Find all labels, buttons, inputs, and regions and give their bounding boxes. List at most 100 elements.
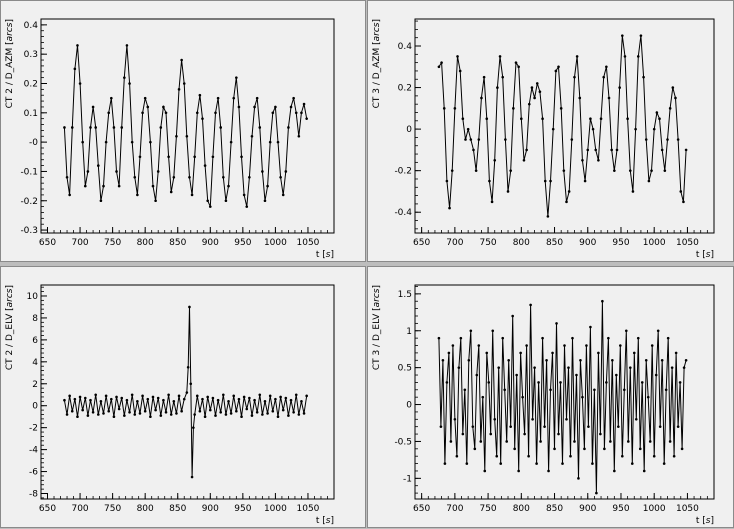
data-point bbox=[583, 179, 587, 183]
data-point bbox=[660, 358, 664, 362]
data-point bbox=[102, 184, 105, 188]
data-point bbox=[266, 184, 269, 188]
data-point bbox=[603, 447, 606, 451]
y-tick-label: -1 bbox=[403, 474, 412, 484]
y-axis-unit: arcs bbox=[5, 288, 15, 307]
data-point bbox=[76, 44, 79, 47]
x-axis-title: t [s] bbox=[696, 250, 714, 260]
data-point bbox=[578, 96, 582, 100]
data-point bbox=[104, 140, 108, 144]
data-point bbox=[461, 117, 465, 121]
data-point bbox=[177, 88, 181, 91]
x-tick-label: 800 bbox=[513, 504, 530, 514]
chart-3: 650 700 750 800 850 900 950 1000 1050 -8 -6 -4 -2 0 2 4… bbox=[5, 284, 335, 526]
data-point bbox=[172, 400, 176, 403]
data-point bbox=[553, 447, 556, 451]
data-point bbox=[224, 413, 228, 416]
data-point bbox=[73, 67, 77, 71]
data-point bbox=[458, 69, 462, 73]
data-point bbox=[76, 415, 79, 418]
data-point bbox=[634, 127, 637, 131]
data-point bbox=[292, 411, 295, 414]
data-point bbox=[107, 409, 111, 413]
data-point bbox=[493, 158, 497, 162]
data-point bbox=[668, 440, 672, 443]
data-point bbox=[545, 358, 548, 362]
data-point bbox=[65, 176, 69, 179]
data-point bbox=[678, 381, 682, 384]
data-point bbox=[491, 329, 495, 333]
x-tick-label: 750 bbox=[104, 238, 121, 248]
y-tick-label: -0.2 bbox=[394, 167, 412, 177]
y-tick-label: -0.3 bbox=[20, 226, 38, 236]
x-tick-label: 900 bbox=[579, 504, 596, 514]
data-point bbox=[169, 413, 173, 416]
data-point bbox=[443, 462, 447, 465]
data-point bbox=[201, 397, 204, 401]
data-point bbox=[193, 413, 196, 416]
x-tick-label: 850 bbox=[169, 504, 186, 514]
data-point bbox=[662, 462, 666, 465]
data-point bbox=[567, 366, 570, 369]
data-point bbox=[573, 75, 576, 79]
data-point bbox=[266, 412, 269, 415]
x-tick-label: 750 bbox=[104, 504, 121, 514]
data-point bbox=[593, 388, 596, 392]
data-point bbox=[648, 440, 652, 443]
data-point bbox=[519, 351, 522, 355]
data-point bbox=[490, 200, 494, 204]
y-tick-label: 0 bbox=[32, 402, 38, 412]
data-point bbox=[96, 413, 100, 416]
data-point bbox=[448, 206, 451, 210]
data-point bbox=[597, 351, 600, 355]
x-tick-label: 750 bbox=[479, 504, 496, 514]
data-point bbox=[276, 140, 280, 144]
data-point bbox=[250, 414, 254, 417]
data-point bbox=[575, 55, 579, 58]
y-tick-label: -0.1 bbox=[20, 167, 38, 177]
data-point bbox=[107, 111, 111, 115]
y-tick-label: 0.2 bbox=[24, 79, 38, 89]
data-point bbox=[130, 140, 134, 144]
data-point bbox=[263, 400, 267, 403]
data-point bbox=[555, 322, 558, 325]
data-point bbox=[208, 205, 212, 208]
data-point bbox=[575, 373, 578, 377]
data-point bbox=[587, 425, 590, 428]
data-point bbox=[146, 397, 150, 401]
data-point bbox=[597, 158, 600, 162]
data-point bbox=[605, 381, 608, 384]
data-point bbox=[305, 394, 308, 398]
data-point bbox=[638, 447, 642, 451]
data-point bbox=[297, 413, 301, 416]
data-point bbox=[255, 411, 259, 414]
data-point bbox=[300, 111, 303, 115]
data-point bbox=[445, 381, 449, 384]
data-point bbox=[198, 409, 202, 413]
data-point bbox=[255, 96, 259, 100]
data-point bbox=[227, 184, 230, 188]
data-point bbox=[271, 111, 275, 115]
data-point bbox=[656, 329, 660, 333]
data-point bbox=[464, 138, 467, 141]
y-axis-title: CT 3 / D_ELV [arcs] bbox=[372, 285, 382, 370]
data-point bbox=[668, 107, 672, 110]
data-point bbox=[577, 477, 580, 480]
data-point bbox=[261, 413, 264, 416]
x-tick-label: 850 bbox=[546, 504, 563, 514]
data-point bbox=[274, 105, 277, 109]
y-tick-label: -0.5 bbox=[394, 437, 412, 447]
data-point bbox=[551, 351, 554, 355]
data-point bbox=[467, 358, 471, 362]
data-point bbox=[123, 414, 126, 417]
x-tick-label: 750 bbox=[479, 238, 496, 248]
y-tick-label: 0 bbox=[406, 125, 412, 135]
data-point bbox=[570, 138, 574, 141]
data-point bbox=[501, 75, 505, 79]
data-point bbox=[469, 138, 473, 141]
data-point bbox=[208, 408, 212, 412]
data-point bbox=[595, 491, 598, 495]
data-point bbox=[571, 336, 574, 340]
data-point bbox=[472, 148, 475, 152]
data-point bbox=[639, 34, 643, 37]
